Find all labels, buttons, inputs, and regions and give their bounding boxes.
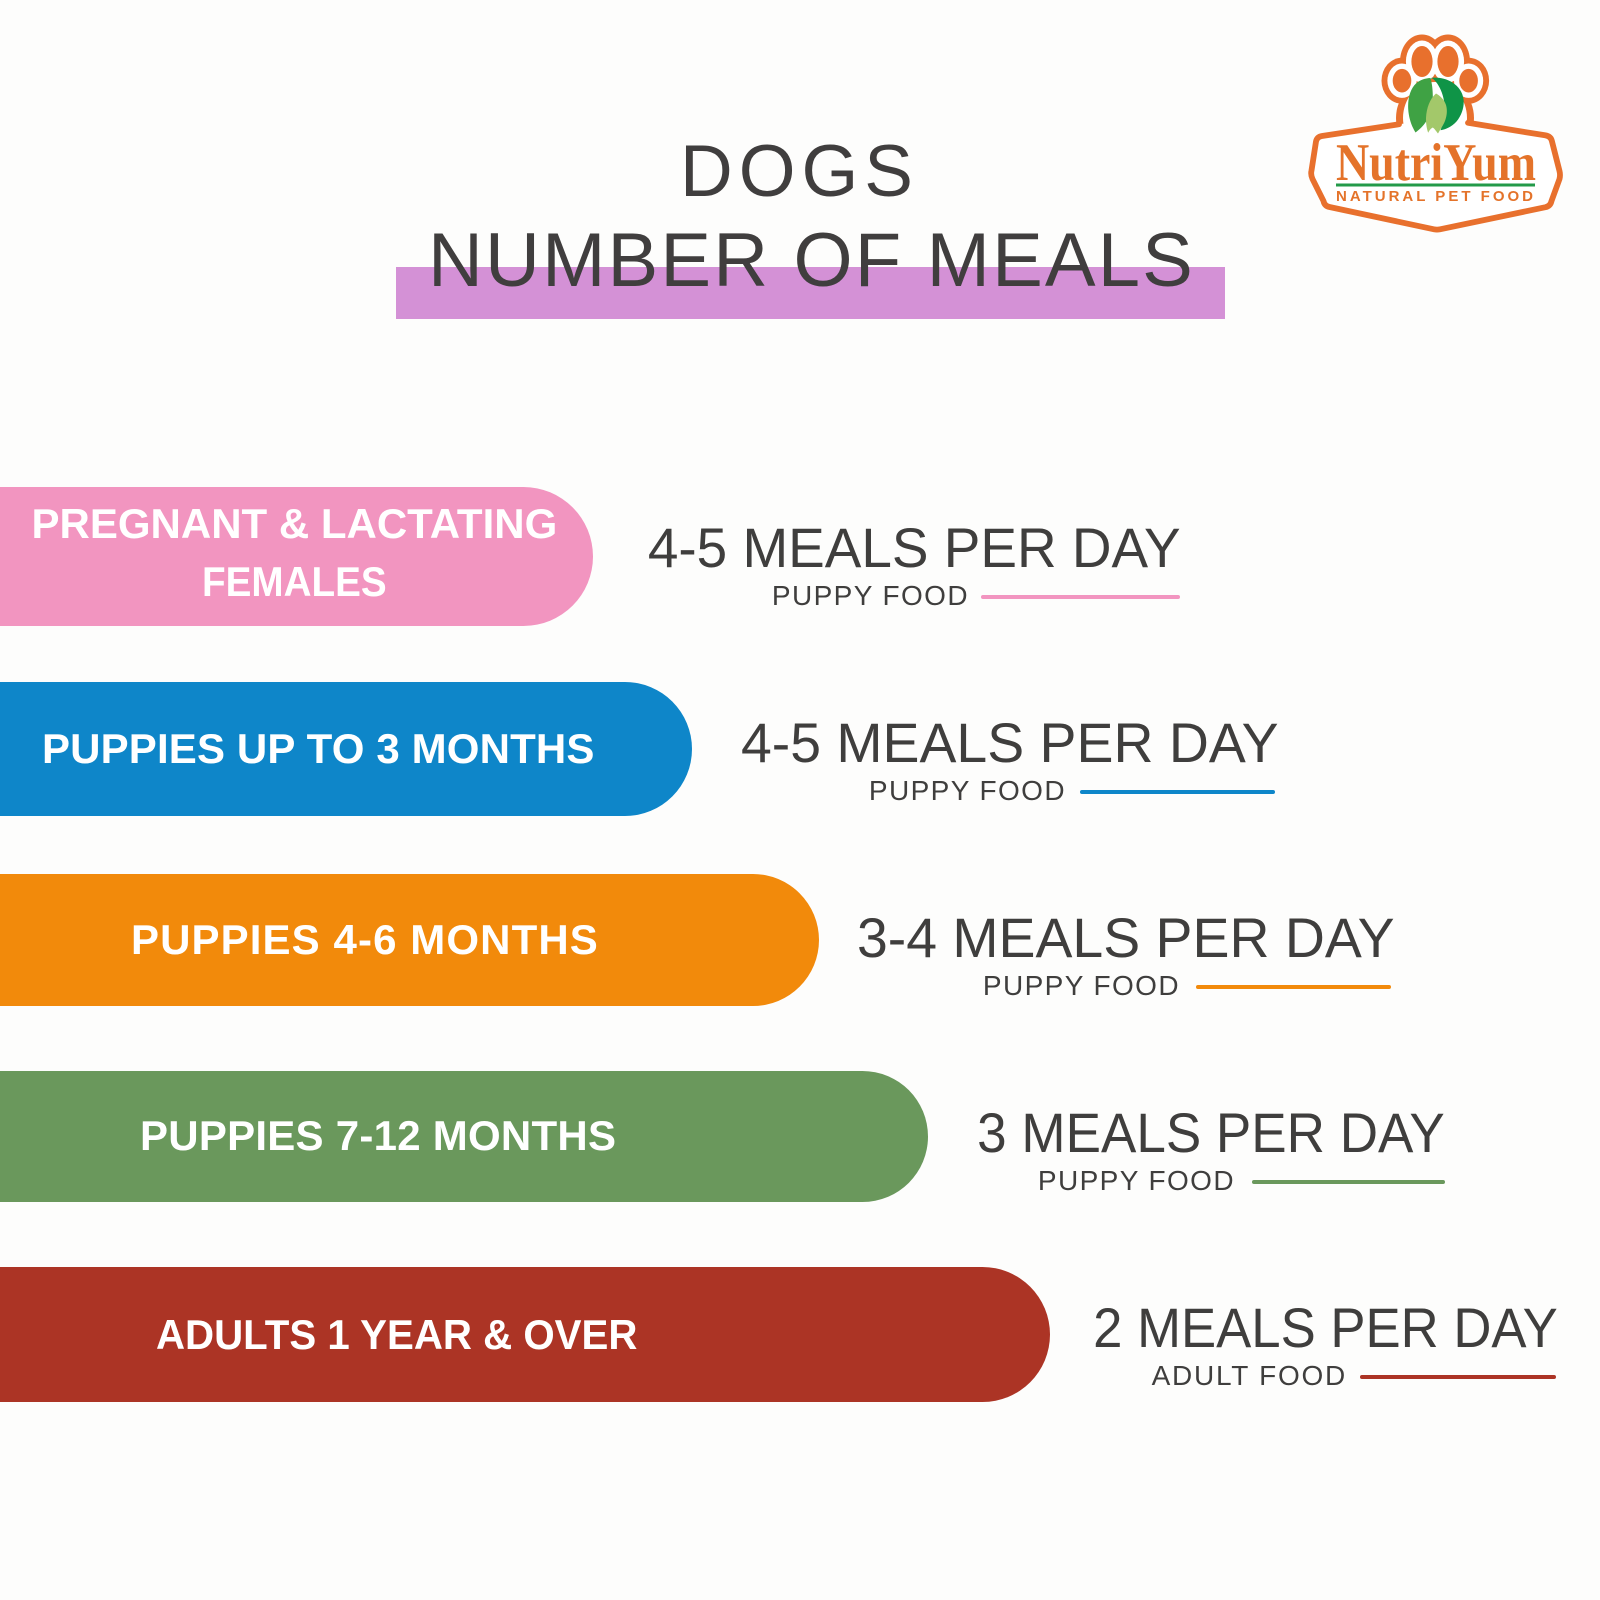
svg-text:NATURAL PET FOOD: NATURAL PET FOOD	[1336, 188, 1533, 205]
svg-text:NutriYum: NutriYum	[1336, 134, 1536, 192]
